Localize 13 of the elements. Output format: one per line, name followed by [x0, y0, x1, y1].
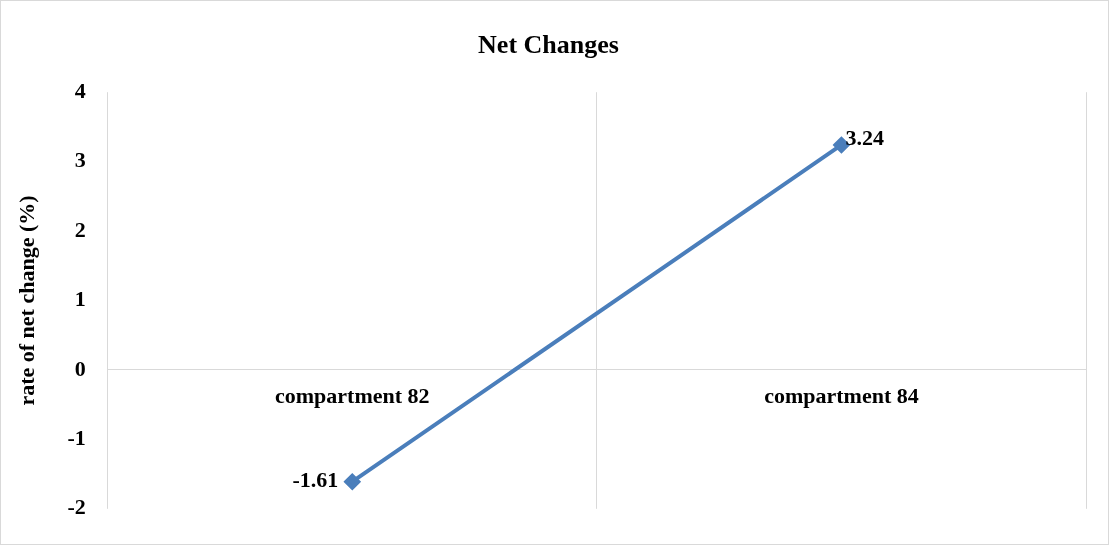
y-tick-label: 2	[74, 216, 86, 242]
y-tick-label: 4	[74, 77, 86, 103]
chart-title: Net Changes	[478, 30, 619, 60]
y-tick-label: 0	[74, 355, 86, 381]
x-tick-label: compartment 84	[764, 382, 919, 408]
x-tick-label: compartment 82	[275, 382, 430, 408]
y-tick-label: 3	[74, 147, 86, 173]
y-tick-label: -1	[67, 425, 86, 451]
data-label: 3.24	[845, 124, 884, 150]
y-axis-title: rate of net change (%)	[13, 195, 39, 406]
y-tick-label: 1	[74, 286, 86, 312]
y-tick-label: -2	[67, 494, 86, 520]
data-label: -1.61	[292, 467, 339, 493]
